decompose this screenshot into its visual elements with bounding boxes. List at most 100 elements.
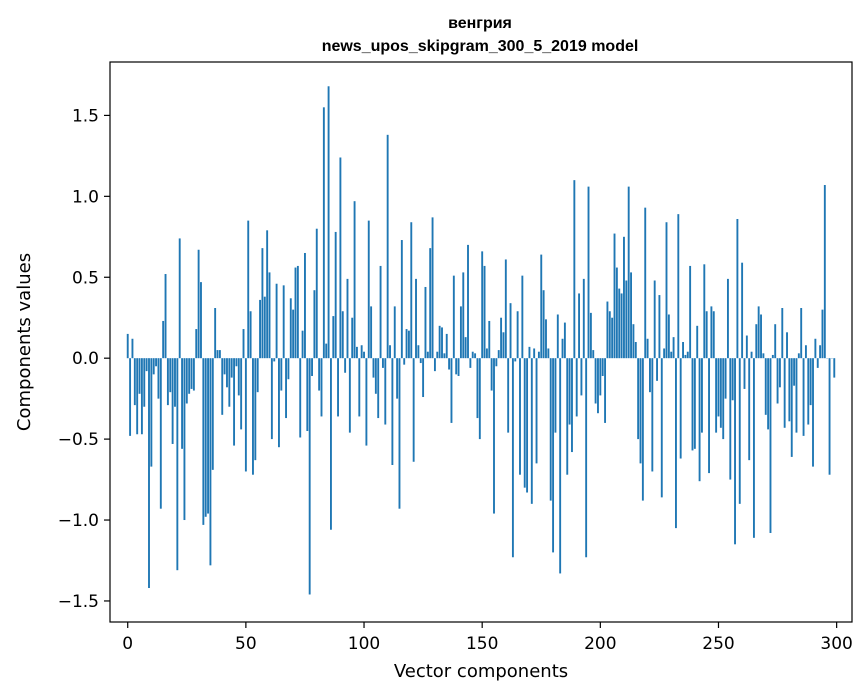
- bar: [762, 353, 765, 359]
- bar: [464, 337, 467, 359]
- bar: [443, 353, 446, 359]
- bar: [452, 275, 455, 359]
- bar: [197, 249, 200, 359]
- bar: [365, 358, 368, 446]
- bar: [299, 358, 302, 438]
- bar: [812, 358, 814, 467]
- bar: [606, 301, 609, 359]
- bar: [223, 358, 226, 375]
- bar: [190, 358, 193, 389]
- bar: [698, 358, 701, 482]
- bar: [322, 107, 325, 359]
- bar: [410, 222, 413, 359]
- bar: [235, 358, 238, 367]
- bar: [630, 272, 632, 359]
- bar: [675, 358, 677, 529]
- bar: [790, 358, 793, 457]
- bar: [337, 358, 339, 417]
- bar: [398, 358, 401, 509]
- bar: [429, 248, 432, 359]
- bar: [597, 358, 599, 414]
- bar: [455, 358, 458, 375]
- bar: [563, 322, 566, 359]
- bar: [511, 358, 514, 558]
- bar: [788, 358, 791, 422]
- bar: [660, 358, 663, 498]
- bar: [816, 358, 819, 368]
- bar: [313, 290, 316, 359]
- bar: [280, 358, 283, 391]
- x-tick-label: 250: [702, 634, 734, 654]
- bar: [415, 278, 417, 359]
- bar: [200, 282, 202, 359]
- bar: [743, 358, 746, 389]
- bar: [712, 311, 715, 359]
- bar: [701, 358, 703, 433]
- x-tick-label: 0: [122, 634, 133, 654]
- x-tick-label: 100: [348, 634, 380, 654]
- bar: [155, 358, 158, 367]
- bar: [195, 329, 198, 359]
- bar: [143, 358, 146, 407]
- bar: [665, 222, 668, 359]
- bar: [540, 254, 543, 359]
- bar: [202, 358, 205, 525]
- bar: [738, 358, 741, 504]
- bar: [386, 134, 389, 359]
- bar: [533, 348, 536, 359]
- bar: [381, 358, 384, 368]
- y-tick-label: −1.0: [58, 511, 99, 531]
- bar: [216, 350, 219, 359]
- bar: [270, 358, 273, 440]
- bar: [308, 358, 311, 595]
- bar: [405, 329, 408, 359]
- bar: [571, 358, 573, 453]
- bar: [703, 264, 706, 359]
- bar: [325, 343, 328, 359]
- bar: [441, 327, 443, 359]
- bar: [353, 201, 356, 359]
- bar: [493, 358, 495, 514]
- bar: [273, 358, 276, 362]
- bar: [507, 358, 510, 433]
- bar: [384, 358, 387, 425]
- bar: [594, 358, 597, 404]
- bar: [682, 342, 684, 359]
- bar: [131, 338, 134, 359]
- bar: [157, 358, 160, 399]
- bar: [656, 358, 658, 381]
- bar: [348, 358, 351, 433]
- bar: [535, 358, 538, 464]
- y-axis-ticks: −1.5 −1.0 −0.5 0.0 0.5 1.0 1.5: [58, 106, 110, 612]
- bar: [802, 358, 805, 436]
- bar: [377, 358, 380, 419]
- bar: [495, 358, 498, 367]
- bar: [445, 333, 448, 359]
- bar: [639, 358, 642, 464]
- bar: [164, 274, 167, 359]
- bar: [481, 251, 484, 359]
- bar: [807, 358, 810, 425]
- bar: [289, 298, 292, 359]
- bar: [764, 358, 767, 415]
- bar: [715, 358, 718, 433]
- bar: [252, 358, 254, 475]
- bar: [528, 346, 531, 359]
- bar: [786, 332, 788, 359]
- bar: [294, 267, 297, 359]
- bar: [370, 306, 373, 359]
- bar: [568, 358, 571, 425]
- bar: [752, 358, 755, 538]
- bar: [760, 314, 762, 359]
- bar: [254, 358, 257, 461]
- bar: [800, 308, 803, 359]
- bar: [244, 358, 247, 472]
- bar: [166, 358, 169, 406]
- bar: [278, 358, 280, 448]
- bar: [741, 262, 744, 359]
- bar: [823, 185, 826, 359]
- bar: [379, 265, 382, 359]
- bar: [542, 290, 545, 359]
- bar: [781, 308, 784, 359]
